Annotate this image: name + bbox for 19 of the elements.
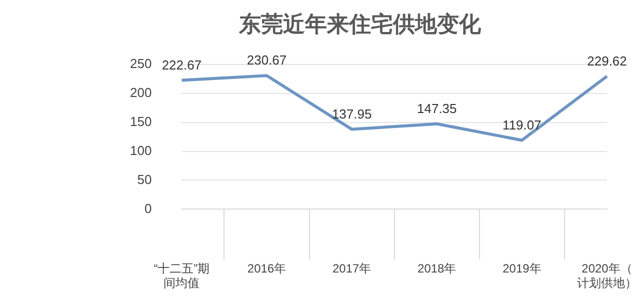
y-tick-label: 0 [144, 200, 152, 216]
data-label: 137.95 [332, 106, 372, 122]
data-label: 147.35 [416, 100, 457, 116]
x-tick-label: 2017年 [332, 262, 372, 276]
data-label: 230.67 [246, 52, 287, 68]
y-tick-label: 200 [130, 84, 152, 100]
data-label: 229.62 [587, 53, 627, 68]
y-tick-label: 50 [137, 172, 152, 187]
chart-title: 东莞近年来住宅供地变化 [238, 11, 482, 36]
x-tick-label: 2019年 [502, 262, 542, 276]
x-tick-label: 2018年 [418, 262, 456, 276]
y-tick-label: 250 [130, 56, 152, 71]
y-tick-label: 100 [130, 142, 152, 158]
x-tick-label: 2020年（计划供地） [577, 262, 637, 290]
data-label: 119.07 [502, 117, 542, 132]
x-tick-label: 2016年 [247, 262, 286, 276]
x-tick-label: “十二五”期间均值 [154, 262, 210, 290]
data-label: 222.67 [162, 57, 202, 72]
y-tick-label: 150 [130, 114, 152, 129]
